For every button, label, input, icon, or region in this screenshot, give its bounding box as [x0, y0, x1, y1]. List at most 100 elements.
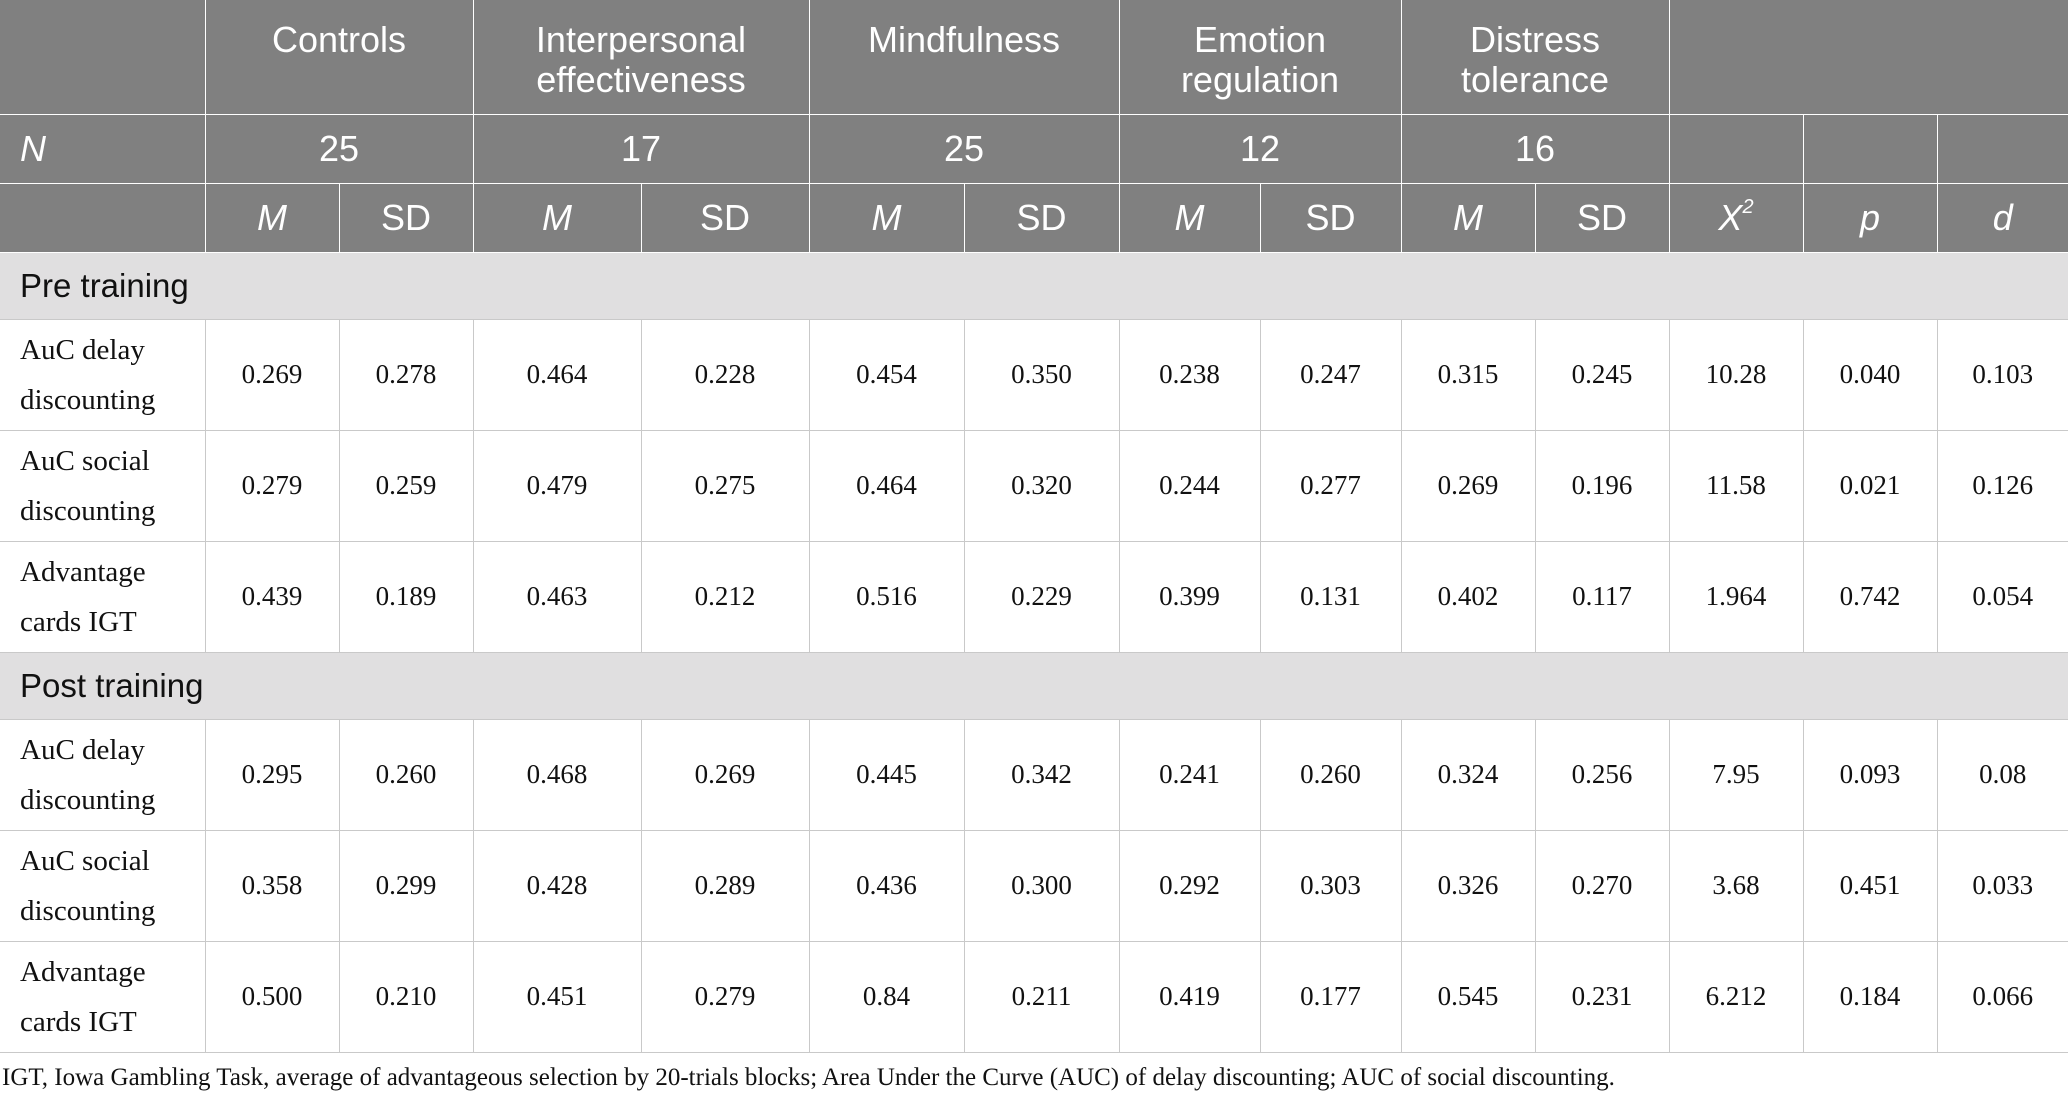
table-cell: 0.451: [472, 940, 642, 1053]
sd-header: SD: [1535, 183, 1670, 253]
results-table: Controls Interpersonal effectiveness Min…: [0, 0, 2068, 1053]
chi-square-header: X2: [1669, 183, 1804, 253]
table-cell: 0.08: [1936, 718, 2068, 831]
table-cell: 0.324: [1400, 718, 1536, 831]
table-cell: 0.247: [1259, 318, 1402, 431]
table-cell: 0.260: [1259, 718, 1402, 831]
table-cell: 0.238: [1118, 318, 1261, 431]
table-cell: 0.212: [640, 540, 810, 653]
table-cell: 0.292: [1118, 829, 1261, 942]
group-header-emotion-regulation: Emotion regulation: [1119, 0, 1402, 115]
table-cell: 0.269: [1400, 429, 1536, 542]
table-row: Advantage cards IGT 0.439 0.189 0.463 0.212 0…: [0, 540, 2068, 653]
row-label: Advantage cards IGT: [0, 540, 206, 653]
results-table-container: Controls Interpersonal effectiveness Min…: [0, 0, 2068, 1053]
table-cell: 0.126: [1936, 429, 2068, 542]
m-header: M: [809, 183, 965, 253]
sd-header: SD: [339, 183, 474, 253]
table-cell: 0.428: [472, 829, 642, 942]
group-header-row: Controls Interpersonal effectiveness Min…: [0, 0, 2068, 115]
table-cell: 0.436: [808, 829, 965, 942]
row-label: AuC social discounting: [0, 429, 206, 542]
table-cell: 0.245: [1534, 318, 1670, 431]
table-cell: 0.299: [338, 829, 474, 942]
table-cell: 0.500: [204, 940, 340, 1053]
table-cell: 0.295: [204, 718, 340, 831]
table-row: AuC delay discounting 0.295 0.260 0.468 0.26…: [0, 718, 2068, 831]
n-mindfulness: 25: [809, 114, 1120, 184]
table-cell: 0.211: [963, 940, 1120, 1053]
table-body: Pre training AuC delay discounting 0.269 0.…: [0, 251, 2068, 1053]
table-cell: 0.241: [1118, 718, 1261, 831]
table-cell: 0.033: [1936, 829, 2068, 942]
table-cell: 0.468: [472, 718, 642, 831]
table-row: AuC social discounting 0.358 0.299 0.428 0.2…: [0, 829, 2068, 942]
sd-header: SD: [1260, 183, 1402, 253]
table-cell: 0.275: [640, 429, 810, 542]
n-label: N: [0, 114, 206, 184]
table-cell: 0.463: [472, 540, 642, 653]
table-cell: 0.84: [808, 940, 965, 1053]
group-header-interpersonal-text: Interpersonal effectiveness: [535, 19, 747, 100]
table-cell: 0.279: [204, 429, 340, 542]
table-cell: 3.68: [1668, 829, 1804, 942]
table-cell: 0.021: [1802, 429, 1938, 542]
n-emotion-regulation: 12: [1119, 114, 1402, 184]
d-header: d: [1937, 183, 2068, 253]
stat-header-empty: [0, 183, 206, 253]
table-cell: 0.040: [1802, 318, 1938, 431]
group-header-emotion-text: Emotion regulation: [1180, 19, 1340, 100]
n-row: N 25 17 25 12 16: [0, 114, 2068, 184]
n-empty-p: [1803, 114, 1938, 184]
n-distress-tolerance: 16: [1401, 114, 1670, 184]
table-cell: 0.196: [1534, 429, 1670, 542]
section-title: Post training: [0, 651, 2068, 720]
table-cell: 10.28: [1668, 318, 1804, 431]
section-row: Pre training: [0, 251, 2068, 320]
table-cell: 0.464: [472, 318, 642, 431]
table-cell: 0.103: [1936, 318, 2068, 431]
header-empty-cell: [0, 0, 206, 115]
table-cell: 0.454: [808, 318, 965, 431]
table-cell: 0.289: [640, 829, 810, 942]
table-cell: 0.464: [808, 429, 965, 542]
table-cell: 7.95: [1668, 718, 1804, 831]
table-cell: 0.117: [1534, 540, 1670, 653]
table-cell: 0.300: [963, 829, 1120, 942]
table-cell: 0.177: [1259, 940, 1402, 1053]
table-cell: 0.131: [1259, 540, 1402, 653]
sd-header: SD: [641, 183, 810, 253]
table-cell: 0.278: [338, 318, 474, 431]
table-row: AuC delay discounting 0.269 0.278 0.464 0.22…: [0, 318, 2068, 431]
table-cell: 0.402: [1400, 540, 1536, 653]
table-cell: 0.358: [204, 829, 340, 942]
table-cell: 0.066: [1936, 940, 2068, 1053]
table-cell: 0.184: [1802, 940, 1938, 1053]
table-cell: 0.742: [1802, 540, 1938, 653]
table-cell: 0.259: [338, 429, 474, 542]
table-cell: 0.303: [1259, 829, 1402, 942]
table-cell: 0.231: [1534, 940, 1670, 1053]
table-cell: 0.093: [1802, 718, 1938, 831]
chi-square-label: X: [1718, 196, 1743, 238]
table-cell: 0.244: [1118, 429, 1261, 542]
table-cell: 0.320: [963, 429, 1120, 542]
table-footnote: IGT, Iowa Gambling Task, average of adva…: [2, 1064, 1615, 1091]
table-cell: 0.479: [472, 429, 642, 542]
group-header-controls: Controls: [205, 0, 474, 115]
table-cell: 0.189: [338, 540, 474, 653]
table-cell: 0.451: [1802, 829, 1938, 942]
row-label: AuC delay discounting: [0, 718, 206, 831]
table-cell: 0.269: [204, 318, 340, 431]
table-cell: 0.350: [963, 318, 1120, 431]
table-cell: 0.516: [808, 540, 965, 653]
table-cell: 0.399: [1118, 540, 1261, 653]
table-row: AuC social discounting 0.279 0.259 0.479 0.2…: [0, 429, 2068, 542]
n-interpersonal: 17: [473, 114, 810, 184]
n-controls: 25: [205, 114, 474, 184]
table-cell: 0.229: [963, 540, 1120, 653]
section-row: Post training: [0, 651, 2068, 720]
table-cell: 0.256: [1534, 718, 1670, 831]
m-header: M: [1401, 183, 1536, 253]
stat-header-row: M SD M SD M SD M SD M SD X2 p d: [0, 183, 2068, 253]
